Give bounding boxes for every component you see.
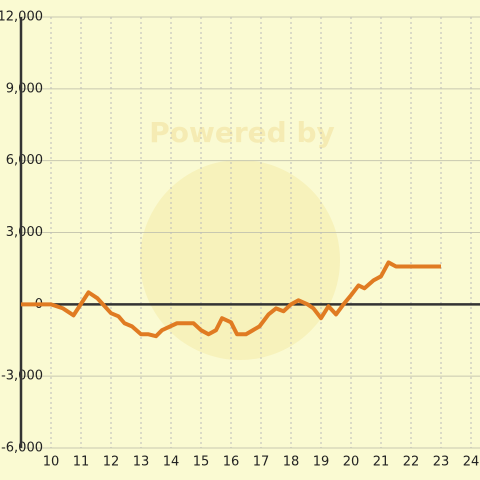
- data-line: [21, 260, 441, 339]
- x-tick-label: 14: [163, 455, 180, 470]
- y-tick-label: 9,000: [6, 81, 43, 96]
- x-tick-label: 15: [193, 455, 210, 470]
- y-tick-label: 6,000: [6, 153, 43, 168]
- x-tick-label: 12: [103, 455, 120, 470]
- x-tick-label: 20: [343, 455, 360, 470]
- watermark-logo: [140, 160, 340, 360]
- x-tick-label: 19: [313, 455, 330, 470]
- x-tick-label: 16: [223, 455, 240, 470]
- x-tick-label: 21: [373, 455, 390, 470]
- watermark: Powered by: [149, 116, 335, 149]
- x-tick-label: 13: [133, 455, 150, 470]
- x-tick-label: 18: [283, 455, 300, 470]
- x-tick-label: 24: [463, 455, 480, 470]
- x-tick-label: 11: [73, 455, 90, 470]
- y-tick-label: 3,000: [6, 225, 43, 240]
- x-tick-label: 22: [403, 455, 420, 470]
- x-tick-label: 10: [43, 455, 60, 470]
- x-tick-label: 23: [433, 455, 450, 470]
- x-tick-label: 17: [253, 455, 270, 470]
